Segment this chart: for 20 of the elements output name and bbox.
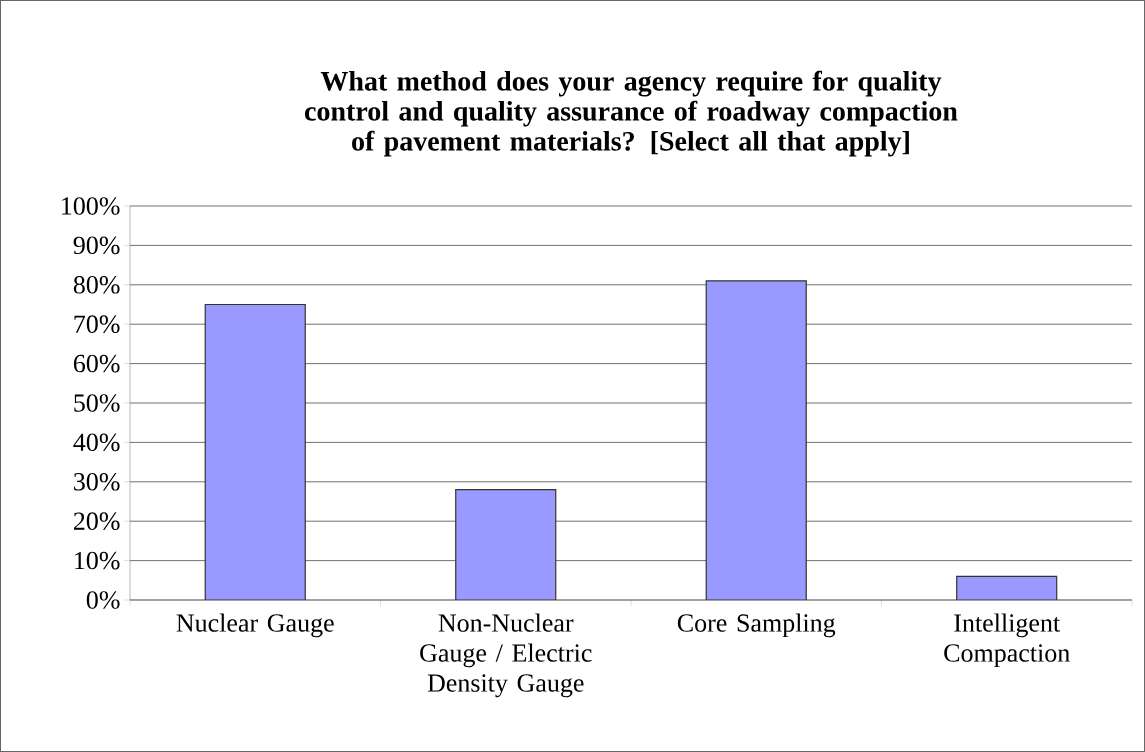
y-tick-label: 50% bbox=[74, 394, 120, 412]
x-tick-label: Core Sampling bbox=[677, 613, 836, 638]
x-tick-label: Intelligent Compaction bbox=[944, 613, 1070, 668]
y-tick-label: 0% bbox=[86, 591, 120, 609]
y-tick-label: 30% bbox=[74, 472, 120, 491]
y-tick-label: 20% bbox=[73, 512, 120, 531]
bar bbox=[956, 575, 1058, 600]
x-tick-label: Nuclear Gauge bbox=[176, 613, 334, 638]
bar bbox=[705, 280, 807, 600]
bar bbox=[204, 303, 306, 600]
y-tick-label: 100% bbox=[62, 197, 120, 215]
y-tick-label: 60% bbox=[73, 354, 120, 373]
x-tick-label: Non-Nuclear Gauge / Electric Density Gauge bbox=[420, 613, 592, 698]
y-tick-label: 10% bbox=[75, 551, 120, 570]
y-tick-label: 40% bbox=[73, 433, 120, 452]
y-tick-label: 70% bbox=[74, 315, 120, 334]
bar bbox=[455, 489, 557, 600]
y-tick-label: 80% bbox=[73, 275, 120, 294]
chart-title: What method does your agency require for quality control and quality assurance of roadway compaction of pavement materials? [Select all that apply] bbox=[305, 70, 958, 157]
y-tick-label: 90% bbox=[73, 236, 120, 255]
